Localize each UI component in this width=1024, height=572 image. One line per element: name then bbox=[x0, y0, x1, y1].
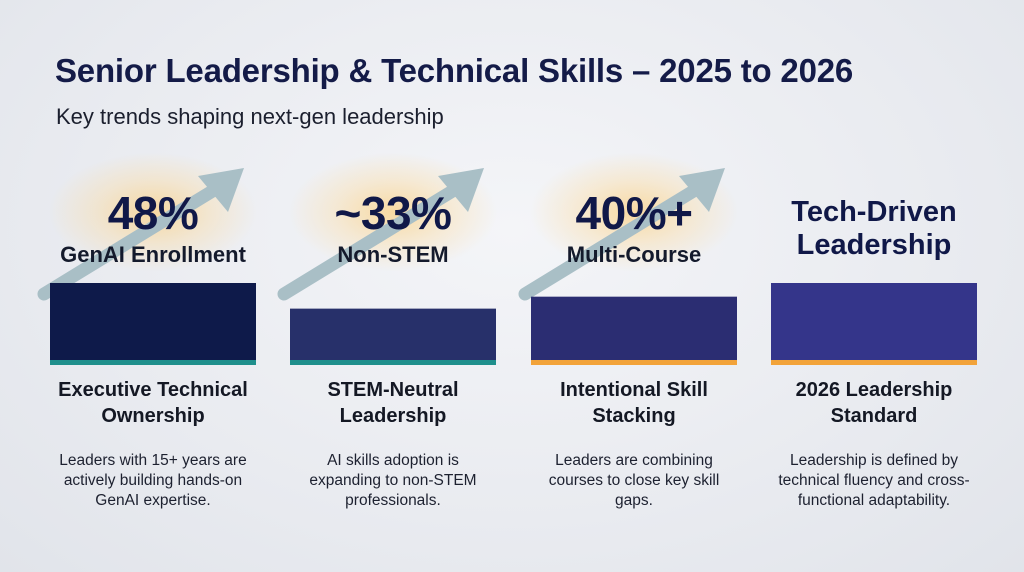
page-title: Senior Leadership & Technical Skills – 2… bbox=[55, 52, 854, 89]
bar-accent-1 bbox=[50, 360, 256, 365]
trend-card-genai-enrollment: 48% GenAI Enrollment Executive Technical… bbox=[37, 152, 258, 540]
bar-2 bbox=[290, 308, 496, 360]
card-description: Leaders with 15+ years are actively buil… bbox=[59, 452, 247, 509]
trend-arrow-icon bbox=[277, 168, 484, 301]
card-heading: Intentional Skill Stacking bbox=[560, 379, 708, 427]
card-description: Leadership is defined by technical fluen… bbox=[778, 452, 970, 509]
stat-value: ~33% bbox=[334, 187, 452, 239]
card-description: AI skills adoption is expanding to non-S… bbox=[309, 452, 477, 509]
bar-plot bbox=[771, 283, 977, 365]
bar-plot bbox=[531, 296, 737, 365]
page-subtitle: Key trends shaping next-gen leadership bbox=[56, 104, 444, 129]
bar-4 bbox=[771, 283, 977, 360]
stat-value: 40%+ bbox=[575, 187, 693, 239]
card-heading: Executive Technical Ownership bbox=[58, 379, 248, 427]
stat-value: Tech-Driven Leadership bbox=[791, 196, 957, 261]
trend-card-non-stem: ~33% Non-STEM STEM-Neutral Leadership AI… bbox=[277, 152, 498, 540]
card-heading: STEM-Neutral Leadership bbox=[327, 379, 459, 427]
bar-3 bbox=[531, 296, 737, 360]
bar-plot bbox=[50, 283, 256, 365]
stat-label: Multi-Course bbox=[566, 242, 702, 267]
stat-label: GenAI Enrollment bbox=[60, 242, 246, 267]
trend-arrow-icon bbox=[37, 168, 244, 301]
trend-card-tech-driven: Tech-Driven Leadership 2026 Leadership S… bbox=[771, 160, 977, 540]
trend-arrow-icon bbox=[518, 168, 725, 301]
stat-value: 48% bbox=[107, 187, 199, 239]
bar-accent-3 bbox=[531, 360, 737, 365]
bar-accent-2 bbox=[290, 360, 496, 365]
bar-1 bbox=[50, 283, 256, 360]
trend-card-multi-course: 40%+ Multi-Course Intentional Skill Stac… bbox=[518, 152, 739, 540]
bar-plot bbox=[290, 308, 496, 365]
bar-accent-4 bbox=[771, 360, 977, 365]
stat-label: Non-STEM bbox=[337, 242, 449, 267]
card-heading: 2026 Leadership Standard bbox=[795, 379, 953, 427]
card-description: Leaders are combining courses to close k… bbox=[548, 452, 720, 509]
